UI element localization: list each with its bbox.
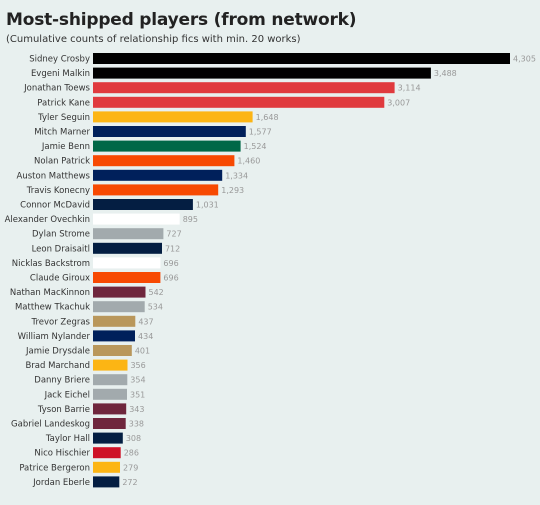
category-label-jack-eichel: Jack Eichel	[44, 390, 90, 400]
bar-nicklas-backstrom[interactable]	[93, 257, 161, 269]
value-label-auston-matthews: 1,334	[225, 171, 248, 180]
bar-tyson-barrie[interactable]	[93, 403, 127, 415]
category-label-jamie-benn: Jamie Benn	[41, 142, 90, 152]
bar-jonathan-toews[interactable]	[93, 82, 395, 94]
chart-subtitle: (Cumulative counts of relationship fics …	[6, 34, 301, 45]
category-label-nathan-mackinnon: Nathan MacKinnon	[10, 288, 90, 298]
category-label-mitch-marner: Mitch Marner	[34, 128, 90, 138]
value-label-leon-draisaitl: 712	[165, 244, 180, 253]
category-label-tyler-seguin: Tyler Seguin	[37, 113, 90, 123]
bar-gabriel-landeskog[interactable]	[93, 418, 126, 429]
value-label-jack-eichel: 351	[130, 390, 145, 399]
bar-nico-hischier[interactable]	[93, 447, 121, 459]
value-label-william-nylander: 434	[138, 332, 153, 341]
value-label-jordan-eberle: 272	[122, 478, 137, 487]
bar-connor-mcdavid[interactable]	[93, 199, 193, 210]
value-label-patrice-bergeron: 279	[123, 463, 138, 472]
category-label-jamie-drysdale: Jamie Drysdale	[25, 347, 90, 357]
category-label-gabriel-landeskog: Gabriel Landeskog	[11, 420, 90, 430]
category-label-alexander-ovechkin: Alexander Ovechkin	[5, 215, 90, 225]
value-label-nico-hischier: 286	[124, 449, 139, 458]
category-label-dylan-strome: Dylan Strome	[32, 230, 90, 240]
value-label-taylor-hall: 308	[126, 434, 141, 443]
value-label-tyler-seguin: 1,648	[256, 113, 279, 122]
category-label-sidney-crosby: Sidney Crosby	[29, 55, 90, 65]
value-label-matthew-tkachuk: 534	[148, 303, 163, 312]
bar-nolan-patrick[interactable]	[93, 155, 235, 167]
value-label-mitch-marner: 1,577	[249, 128, 272, 137]
value-label-jonathan-toews: 3,114	[398, 84, 421, 93]
chart-title: Most-shipped players (from network)	[6, 10, 357, 30]
category-label-claude-giroux: Claude Giroux	[30, 274, 90, 284]
category-label-patrice-bergeron: Patrice Bergeron	[19, 463, 90, 473]
category-label-taylor-hall: Taylor Hall	[45, 434, 90, 444]
value-label-jamie-benn: 1,524	[244, 142, 267, 151]
category-label-nico-hischier: Nico Hischier	[34, 449, 90, 459]
category-label-tyson-barrie: Tyson Barrie	[37, 405, 90, 415]
value-label-connor-mcdavid: 1,031	[196, 201, 219, 210]
value-label-jamie-drysdale: 401	[135, 347, 150, 356]
bar-alexander-ovechkin[interactable]	[93, 213, 180, 225]
value-label-patrick-kane: 3,007	[387, 98, 410, 107]
value-label-alexander-ovechkin: 895	[183, 215, 198, 224]
bar-patrick-kane[interactable]	[93, 96, 385, 108]
bar-dylan-strome[interactable]	[93, 228, 164, 240]
value-label-travis-konecny: 1,293	[221, 186, 244, 195]
value-label-claude-giroux: 696	[163, 274, 178, 283]
value-label-dylan-strome: 727	[166, 230, 181, 239]
value-label-tyson-barrie: 343	[129, 405, 144, 414]
category-label-jordan-eberle: Jordan Eberle	[32, 478, 90, 488]
bar-jack-eichel[interactable]	[93, 388, 127, 400]
value-label-nicklas-backstrom: 696	[163, 259, 178, 268]
category-label-danny-briere: Danny Briere	[34, 376, 90, 386]
value-label-gabriel-landeskog: 338	[129, 420, 144, 429]
value-label-danny-briere: 354	[130, 376, 145, 385]
category-label-auston-matthews: Auston Matthews	[17, 171, 91, 181]
bar-mitch-marner[interactable]	[93, 126, 246, 137]
bar-taylor-hall[interactable]	[93, 432, 123, 444]
category-label-trevor-zegras: Trevor Zegras	[31, 317, 91, 327]
bar-brad-marchand[interactable]	[93, 359, 128, 371]
category-label-patrick-kane: Patrick Kane	[37, 98, 90, 108]
bar-tyler-seguin[interactable]	[93, 111, 253, 123]
value-label-nolan-patrick: 1,460	[237, 157, 260, 166]
category-label-nicklas-backstrom: Nicklas Backstrom	[12, 259, 90, 269]
bar-jamie-drysdale[interactable]	[93, 345, 132, 356]
category-label-leon-draisaitl: Leon Draisaitl	[32, 244, 90, 254]
bar-danny-briere[interactable]	[93, 374, 128, 386]
bar-patrice-bergeron[interactable]	[93, 461, 120, 473]
bar-jordan-eberle[interactable]	[93, 476, 120, 488]
value-label-nathan-mackinnon: 542	[149, 288, 164, 297]
category-label-matthew-tkachuk: Matthew Tkachuk	[15, 303, 90, 313]
bar-nathan-mackinnon[interactable]	[93, 286, 146, 298]
bar-trevor-zegras[interactable]	[93, 315, 136, 327]
bar-leon-draisaitl[interactable]	[93, 242, 162, 254]
category-label-brad-marchand: Brad Marchand	[25, 361, 90, 371]
value-label-evgeni-malkin: 3,488	[434, 69, 457, 78]
category-label-evgeni-malkin: Evgeni Malkin	[31, 69, 90, 79]
bar-sidney-crosby[interactable]	[93, 53, 510, 64]
value-label-brad-marchand: 356	[130, 361, 145, 370]
bar-travis-konecny[interactable]	[93, 184, 219, 196]
value-label-sidney-crosby: 4,305	[513, 55, 536, 64]
bar-jamie-benn[interactable]	[93, 140, 241, 152]
category-label-connor-mcdavid: Connor McDavid	[20, 201, 90, 211]
category-label-nolan-patrick: Nolan Patrick	[34, 157, 90, 167]
bar-auston-matthews[interactable]	[93, 169, 223, 181]
bar-evgeni-malkin[interactable]	[93, 67, 431, 79]
bar-matthew-tkachuk[interactable]	[93, 301, 145, 313]
bar-claude-giroux[interactable]	[93, 272, 161, 283]
category-label-travis-konecny: Travis Konecny	[26, 186, 90, 196]
bar-william-nylander[interactable]	[93, 330, 135, 342]
value-label-trevor-zegras: 437	[138, 317, 153, 326]
category-label-william-nylander: William Nylander	[18, 332, 91, 342]
category-label-jonathan-toews: Jonathan Toews	[23, 84, 90, 94]
